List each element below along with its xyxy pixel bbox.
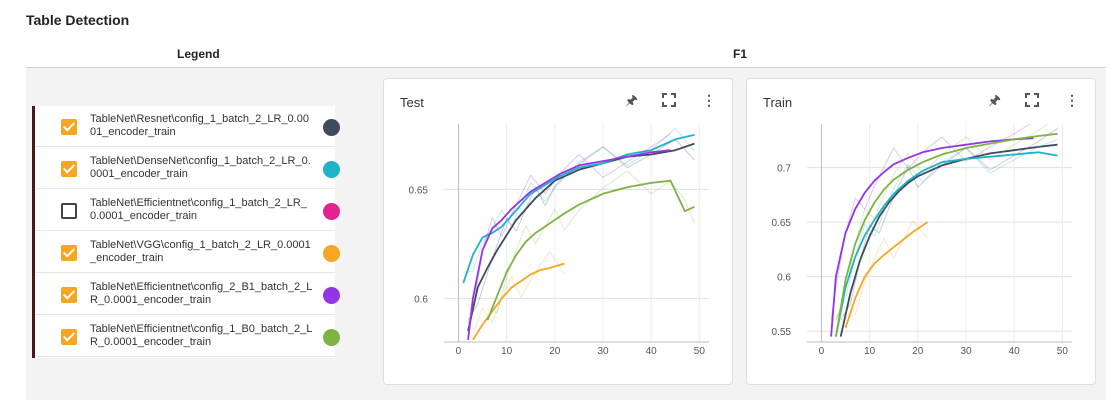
run-name: TableNet\Efficientnet\config_1_batch_2_L…: [90, 197, 307, 222]
series-raw-line: [463, 127, 695, 273]
pin-icon[interactable]: 🖈: [625, 92, 638, 108]
y-tick-label: 0.65: [409, 185, 429, 196]
x-tick-label: 20: [912, 346, 924, 357]
series-line: [844, 221, 929, 329]
run-name: TableNet\Resnet\config_1_batch_2_LR_0.00…: [90, 113, 309, 138]
x-tick-label: 40: [646, 346, 658, 357]
run-checkbox[interactable]: [61, 329, 77, 345]
legend-item[interactable]: TableNet\DenseNet\config_1_batch_2_LR_0.…: [35, 148, 340, 189]
chart-card-train: 0.55 0.6 0.65 0.7 0 10 20 30 40 50 Train 🖈 ⋮: [746, 78, 1096, 385]
run-checkbox[interactable]: [61, 245, 77, 261]
series-raw-line: [830, 124, 1031, 321]
y-tick-label: 0.6: [414, 294, 428, 305]
fullscreen-icon[interactable]: [1025, 93, 1039, 107]
chart-title: Test: [400, 95, 424, 110]
run-color-swatch[interactable]: [323, 329, 340, 346]
run-color-swatch[interactable]: [323, 119, 340, 136]
chart-card-test: 0.6 0.65 0 10 20 30 40 50 Test 🖈 ⋮: [383, 78, 733, 385]
run-name: TableNet\Efficientnet\config_1_B0_batch_…: [90, 323, 313, 348]
series-line: [835, 151, 1058, 337]
legend-item[interactable]: TableNet\VGG\config_1_batch_2_LR_0.0001_…: [35, 232, 340, 273]
run-color-swatch[interactable]: [323, 245, 340, 262]
y-tick-label: 0.65: [772, 218, 792, 229]
f1-train-chart: 0.55 0.6 0.65 0.7 0 10 20 30 40 50: [772, 124, 1072, 357]
legend-item[interactable]: TableNet\Efficientnet\config_1_batch_2_L…: [35, 190, 340, 231]
run-color-swatch[interactable]: [323, 287, 340, 304]
series-raw-line: [835, 138, 1058, 321]
pin-icon[interactable]: 🖈: [988, 92, 1001, 108]
x-tick-label: 0: [819, 346, 825, 357]
run-name: TableNet\DenseNet\config_1_batch_2_LR_0.…: [90, 155, 311, 180]
header-divider: [26, 67, 1106, 68]
run-name: TableNet\VGG\config_1_batch_2_LR_0.0001_…: [90, 239, 311, 264]
series-raw-line: [840, 127, 1058, 321]
series-raw-line: [467, 133, 671, 324]
y-tick-label: 0.6: [777, 273, 791, 284]
x-tick-label: 40: [1009, 346, 1021, 357]
series-line: [835, 132, 1058, 337]
x-tick-label: 50: [694, 346, 706, 357]
fullscreen-icon[interactable]: [662, 93, 676, 107]
x-tick-label: 10: [501, 346, 513, 357]
legend-panel: TableNet\Resnet\config_1_batch_2_LR_0.00…: [32, 106, 340, 358]
run-color-swatch[interactable]: [323, 203, 340, 220]
x-tick-label: 0: [456, 346, 462, 357]
run-name: TableNet\Efficientnet\config_2_B1_batch_…: [90, 281, 313, 306]
series-line: [839, 143, 1058, 337]
legend-item[interactable]: TableNet\Efficientnet\config_2_B1_batch_…: [35, 274, 340, 315]
x-tick-label: 30: [960, 346, 972, 357]
f1-test-chart: 0.6 0.65 0 10 20 30 40 50: [409, 124, 709, 357]
f1-column-header: F1: [733, 47, 748, 61]
run-color-swatch[interactable]: [323, 161, 340, 178]
x-tick-label: 50: [1057, 346, 1069, 357]
y-tick-label: 0.7: [777, 164, 791, 175]
more-vert-icon[interactable]: ⋮: [1065, 92, 1079, 108]
run-checkbox[interactable]: [61, 203, 77, 219]
series-line: [486, 179, 695, 321]
series-line: [462, 134, 695, 284]
run-checkbox[interactable]: [61, 287, 77, 303]
run-checkbox[interactable]: [61, 119, 77, 135]
page-title: Table Detection: [26, 12, 130, 28]
series-line: [467, 142, 695, 332]
legend-item[interactable]: TableNet\Efficientnet\config_1_B0_batch_…: [35, 316, 340, 357]
more-vert-icon[interactable]: ⋮: [702, 92, 716, 108]
series-raw-line: [835, 124, 1049, 321]
legend-column-header: Legend: [177, 47, 220, 61]
chart-title: Train: [763, 95, 793, 110]
series-raw-line: [845, 220, 928, 318]
series-raw-line: [472, 250, 565, 335]
x-tick-label: 10: [864, 346, 876, 357]
series-line: [830, 137, 1034, 337]
x-tick-label: 30: [597, 346, 609, 357]
legend-item[interactable]: TableNet\Resnet\config_1_batch_2_LR_0.00…: [35, 106, 340, 147]
x-tick-label: 20: [549, 346, 561, 357]
run-checkbox[interactable]: [61, 161, 77, 177]
series-line: [467, 149, 671, 340]
y-tick-label: 0.55: [772, 327, 792, 338]
